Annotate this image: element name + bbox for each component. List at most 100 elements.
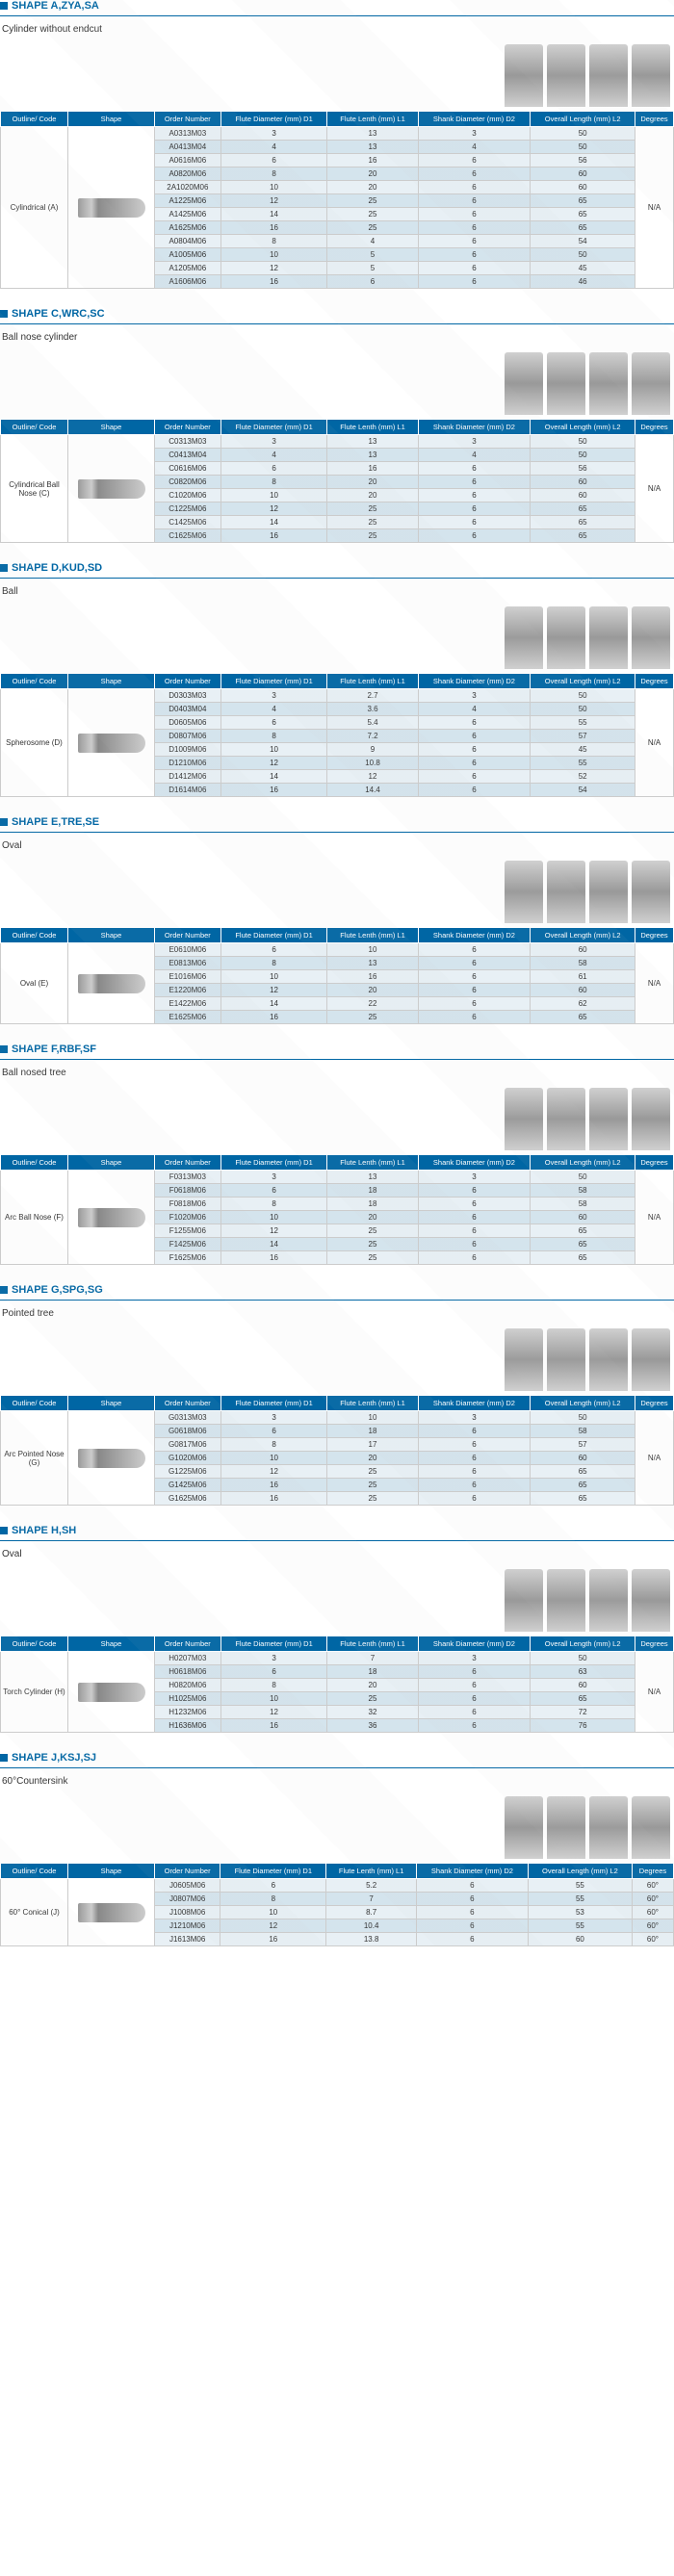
data-cell: 6	[416, 1893, 528, 1906]
col-header: Flute Diameter (mm) D1	[220, 928, 327, 943]
divider	[0, 1059, 674, 1060]
col-header: Overall Length (mm) L2	[528, 1864, 632, 1879]
data-cell: 12	[220, 757, 327, 770]
data-cell: 52	[531, 770, 635, 784]
data-cell: 25	[327, 502, 418, 516]
data-cell: 16	[220, 529, 327, 543]
col-header: Degrees	[635, 420, 674, 435]
product-image	[632, 606, 670, 669]
section-title-bar: SHAPE A,ZYA,SA	[0, 0, 674, 12]
data-cell: 60	[531, 943, 635, 957]
data-cell: H1636M06	[155, 1719, 221, 1733]
data-cell: 8	[220, 957, 327, 970]
data-cell: 6	[418, 194, 531, 208]
data-cell: 6	[418, 770, 531, 784]
data-cell: 4	[327, 235, 418, 248]
data-cell: 55	[531, 757, 635, 770]
image-row	[0, 1325, 674, 1395]
data-cell: J1613M06	[155, 1933, 220, 1946]
col-header: Shank Diameter (mm) D2	[418, 112, 531, 127]
col-header: Overall Length (mm) L2	[531, 1155, 635, 1171]
data-cell: 25	[327, 1465, 418, 1479]
product-image	[589, 1328, 628, 1391]
data-cell: 6	[418, 1438, 531, 1452]
deg-cell: N/A	[635, 435, 674, 543]
product-image	[547, 352, 585, 415]
col-header: Shank Diameter (mm) D2	[416, 1864, 528, 1879]
data-cell: 58	[531, 957, 635, 970]
shape-cell	[68, 1652, 155, 1733]
data-cell: 10.8	[327, 757, 418, 770]
data-cell: 65	[531, 208, 635, 221]
data-cell: A0313M03	[155, 127, 221, 141]
col-header: Degrees	[635, 928, 674, 943]
data-cell: D0403M04	[155, 703, 221, 716]
data-cell: D1614M06	[155, 784, 221, 797]
data-cell: 6	[418, 1692, 531, 1706]
data-cell: 13	[327, 957, 418, 970]
data-cell: 20	[327, 1679, 418, 1692]
data-cell: 13	[327, 435, 418, 449]
data-cell: 16	[220, 1719, 327, 1733]
data-cell: A1005M06	[155, 248, 221, 262]
data-cell: 10	[220, 1906, 326, 1919]
data-cell: D1210M06	[155, 757, 221, 770]
data-cell: H1232M06	[155, 1706, 221, 1719]
data-cell: 6	[418, 757, 531, 770]
data-cell: 6	[418, 997, 531, 1011]
data-cell: 65	[531, 1479, 635, 1492]
data-cell: 65	[531, 1011, 635, 1024]
spec-table: Outline/ CodeShapeOrder NumberFlute Diam…	[0, 1154, 674, 1265]
data-cell: 6	[418, 516, 531, 529]
data-cell: 5	[327, 248, 418, 262]
data-cell: 50	[531, 689, 635, 703]
outline-cell: Arc Pointed Nose (G)	[1, 1411, 68, 1506]
data-cell: 72	[531, 1706, 635, 1719]
col-header: Shape	[68, 420, 155, 435]
data-cell: 10	[220, 1211, 327, 1224]
data-cell: 16	[220, 1933, 326, 1946]
data-cell: 6	[418, 1452, 531, 1465]
data-cell: 16	[220, 221, 327, 235]
col-header: Order Number	[155, 112, 221, 127]
image-row	[0, 348, 674, 419]
data-cell: 60	[531, 476, 635, 489]
title-square-icon	[0, 1754, 8, 1762]
data-cell: J1008M06	[155, 1906, 220, 1919]
data-cell: 6	[418, 275, 531, 289]
data-cell: 60	[531, 1452, 635, 1465]
data-cell: 20	[327, 167, 418, 181]
data-cell: E1422M06	[155, 997, 221, 1011]
data-cell: D0807M06	[155, 730, 221, 743]
data-cell: E1016M06	[155, 970, 221, 984]
data-cell: 6	[418, 208, 531, 221]
divider	[0, 1540, 674, 1541]
product-image	[632, 44, 670, 107]
divider	[0, 832, 674, 833]
data-cell: 18	[327, 1665, 418, 1679]
image-row	[0, 40, 674, 111]
data-cell: 6	[418, 943, 531, 957]
data-cell: 16	[327, 970, 418, 984]
data-cell: 54	[531, 784, 635, 797]
data-cell: 20	[327, 476, 418, 489]
data-cell: 10	[220, 489, 327, 502]
data-cell: E0610M06	[155, 943, 221, 957]
col-header: Degrees	[635, 1636, 674, 1652]
data-cell: 12	[220, 984, 327, 997]
col-header: Outline/ Code	[1, 1864, 68, 1879]
data-cell: F0818M06	[155, 1198, 221, 1211]
data-cell: 10	[220, 1692, 327, 1706]
col-header: Shape	[68, 1636, 155, 1652]
col-header: Shank Diameter (mm) D2	[418, 1636, 531, 1652]
data-cell: 14	[220, 208, 327, 221]
col-header: Shape	[68, 1396, 155, 1411]
data-cell: A0804M06	[155, 235, 221, 248]
data-cell: 2A1020M06	[155, 181, 221, 194]
col-header: Shank Diameter (mm) D2	[418, 1155, 531, 1171]
product-image	[547, 606, 585, 669]
data-cell: 58	[531, 1425, 635, 1438]
data-cell: 14	[220, 770, 327, 784]
deg-cell: N/A	[635, 689, 674, 797]
data-cell: 18	[327, 1198, 418, 1211]
